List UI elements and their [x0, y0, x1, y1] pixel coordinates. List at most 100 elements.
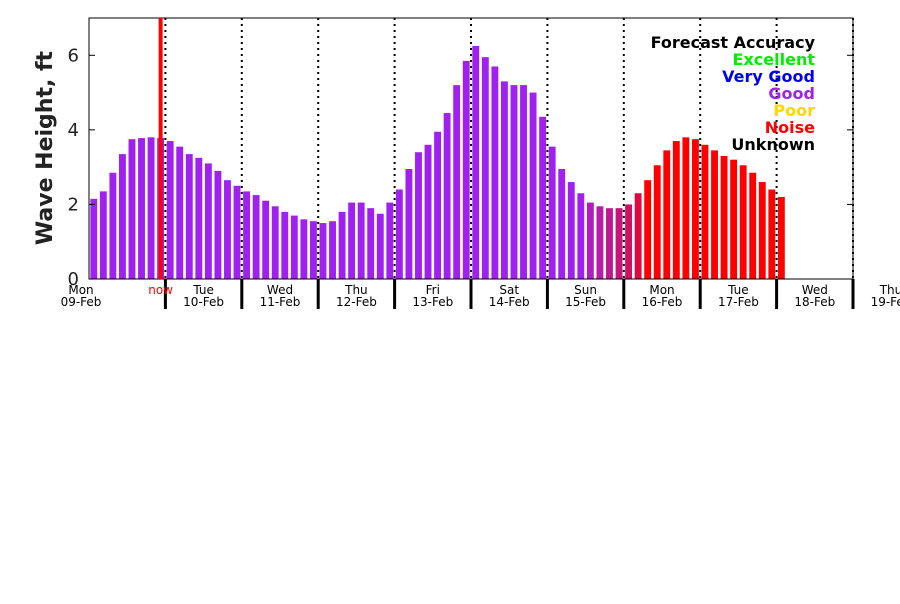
legend-entry: Good [768, 84, 815, 103]
bar [138, 138, 145, 279]
y-axis-label: Wave Height, ft [33, 50, 58, 245]
legend-entry: Very Good [722, 67, 815, 86]
bar [777, 196, 785, 279]
bar [405, 169, 413, 279]
legend-entry: Excellent [733, 50, 816, 69]
bar [128, 139, 136, 279]
now-marker: now [148, 18, 173, 297]
bar [243, 191, 251, 279]
bar [233, 185, 241, 279]
x-tick-date: 17-Feb [718, 295, 759, 309]
bar [204, 163, 212, 279]
x-tick-day: Sun [574, 283, 597, 297]
bar [672, 141, 680, 279]
bar [424, 144, 432, 279]
y-tick-label: 0 [68, 269, 79, 290]
bar [663, 150, 671, 279]
bar [548, 146, 556, 279]
bar [415, 152, 422, 279]
legend-entry: Poor [773, 101, 815, 120]
x-tick-day: Thu [879, 283, 900, 297]
bar [586, 202, 594, 279]
bar [653, 165, 661, 279]
bar [348, 202, 356, 279]
bar [768, 189, 776, 279]
bar [615, 208, 623, 279]
bar [386, 202, 394, 279]
x-tick-day: Wed [802, 283, 828, 297]
bar [453, 85, 461, 279]
bar [596, 206, 604, 279]
bar [491, 66, 499, 279]
bar [338, 211, 346, 279]
y-axis: 0 2 4 6 [68, 45, 853, 290]
legend-entry: Unknown [731, 135, 815, 154]
plot-frame [88, 17, 854, 280]
bar [290, 215, 298, 279]
x-tick-date: 11-Feb [260, 295, 301, 309]
bar [195, 157, 203, 279]
bar [262, 200, 270, 279]
bar [691, 139, 699, 279]
bar [558, 169, 566, 279]
bar [529, 92, 537, 279]
bar [720, 155, 728, 279]
bar [625, 204, 633, 279]
x-tick-date: 13-Feb [412, 295, 453, 309]
x-tick-date: 19-Feb [871, 295, 900, 309]
legend-title: Forecast Accuracy [651, 33, 816, 52]
legend-entry: Noise [765, 118, 815, 137]
bars-layer [90, 45, 785, 280]
x-axis-day-labels: Mon09-FebTue10-FebWed11-FebThu12-FebFri1… [61, 283, 900, 309]
bar [281, 211, 289, 279]
bar [510, 85, 518, 279]
y-tick-label: 6 [68, 45, 79, 66]
bar [329, 221, 336, 279]
bar [252, 195, 260, 279]
bar [99, 191, 107, 279]
bar [749, 172, 757, 279]
bar [176, 146, 184, 279]
x-tick-day: Wed [267, 283, 293, 297]
x-tick-date: 09-Feb [61, 295, 102, 309]
x-tick-date: 12-Feb [336, 295, 377, 309]
x-tick-day: Fri [426, 283, 440, 297]
x-tick-date: 16-Feb [642, 295, 683, 309]
x-tick-day: Mon [649, 283, 674, 297]
bar [224, 180, 231, 279]
bar [472, 45, 480, 279]
bar [481, 57, 489, 280]
x-tick-date: 10-Feb [183, 295, 224, 309]
x-tick-day: Tue [727, 283, 749, 297]
bar [118, 154, 126, 279]
bar [443, 113, 451, 279]
x-tick-day: Mon [68, 283, 93, 297]
bar [500, 81, 508, 279]
bar [367, 208, 375, 279]
bar [214, 170, 222, 279]
bar [185, 154, 193, 279]
bar [758, 182, 766, 279]
y-tick-label: 4 [68, 120, 79, 141]
bar [309, 221, 317, 279]
bar [682, 137, 690, 279]
bar [567, 182, 575, 279]
bar [395, 189, 403, 279]
bar [147, 137, 155, 279]
bar [319, 223, 327, 279]
bar [166, 141, 174, 279]
bar [300, 219, 308, 279]
x-tick-date: 15-Feb [565, 295, 606, 309]
x-tick-day: Thu [344, 283, 368, 297]
bar [701, 144, 709, 279]
x-tick-date: 18-Feb [794, 295, 835, 309]
now-label: now [148, 283, 173, 297]
day-separators [163, 18, 855, 309]
x-tick-day: Tue [192, 283, 214, 297]
bar [357, 202, 365, 279]
x-tick-day: Sat [499, 283, 519, 297]
bar [711, 150, 718, 279]
bar [109, 172, 117, 279]
